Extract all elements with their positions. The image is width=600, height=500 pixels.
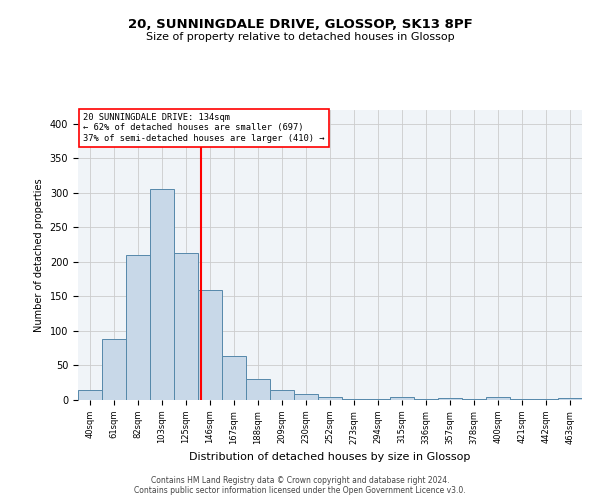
Bar xyxy=(198,290,222,400)
Bar xyxy=(102,339,126,400)
Bar xyxy=(174,253,198,400)
Bar xyxy=(558,398,582,400)
Bar xyxy=(342,398,366,400)
Bar xyxy=(150,190,174,400)
Bar xyxy=(486,397,510,400)
Text: Contains HM Land Registry data © Crown copyright and database right 2024.
Contai: Contains HM Land Registry data © Crown c… xyxy=(134,476,466,495)
Y-axis label: Number of detached properties: Number of detached properties xyxy=(34,178,44,332)
Bar xyxy=(318,396,342,400)
Bar xyxy=(222,356,246,400)
Bar xyxy=(78,390,102,400)
Bar xyxy=(438,398,462,400)
Bar xyxy=(126,255,150,400)
Text: Size of property relative to detached houses in Glossop: Size of property relative to detached ho… xyxy=(146,32,454,42)
Bar xyxy=(294,394,318,400)
X-axis label: Distribution of detached houses by size in Glossop: Distribution of detached houses by size … xyxy=(190,452,470,462)
Text: 20, SUNNINGDALE DRIVE, GLOSSOP, SK13 8PF: 20, SUNNINGDALE DRIVE, GLOSSOP, SK13 8PF xyxy=(128,18,472,30)
Bar xyxy=(270,390,294,400)
Bar xyxy=(246,380,270,400)
Text: 20 SUNNINGDALE DRIVE: 134sqm
← 62% of detached houses are smaller (697)
37% of s: 20 SUNNINGDALE DRIVE: 134sqm ← 62% of de… xyxy=(83,113,325,142)
Bar xyxy=(390,397,414,400)
